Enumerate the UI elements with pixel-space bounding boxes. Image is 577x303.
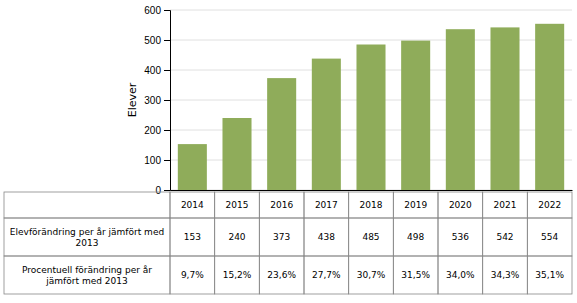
- grid: [170, 10, 572, 190]
- bar: [446, 29, 475, 190]
- bar: [312, 59, 341, 190]
- table-value: 536: [452, 232, 469, 242]
- table-cell: [438, 256, 483, 294]
- table-cell: [304, 192, 349, 218]
- table-value: 240: [228, 232, 245, 242]
- y-tick-label: 600: [144, 5, 161, 16]
- table-cell: [170, 218, 215, 256]
- y-tick: 200: [144, 125, 170, 136]
- table-cell: [259, 256, 304, 294]
- table-cell: [4, 192, 170, 218]
- table-cell: [483, 192, 528, 218]
- table-cell: [527, 218, 572, 256]
- table-cell: [215, 192, 260, 218]
- table-header: 2021: [494, 200, 517, 210]
- y-tick: 300: [144, 95, 170, 106]
- table-cell: [259, 218, 304, 256]
- table-cell: [215, 256, 260, 294]
- table-header: 2022: [538, 200, 561, 210]
- table-cell: [170, 256, 215, 294]
- table-value: 485: [362, 232, 379, 242]
- x-axis-line: [171, 190, 573, 191]
- bar: [490, 27, 519, 190]
- table-header: 2018: [360, 200, 383, 210]
- table-cell: [170, 192, 215, 218]
- bars: [178, 24, 564, 190]
- chart: 0100200300400500600Elever201420152016201…: [0, 0, 577, 303]
- table-cell: [349, 218, 394, 256]
- table-value: 35,1%: [535, 270, 564, 280]
- table-cell: [483, 218, 528, 256]
- bar: [267, 78, 296, 190]
- y-tick-mark: [164, 10, 170, 11]
- table-header: 2015: [226, 200, 249, 210]
- table-header: 2017: [315, 200, 338, 210]
- y-tick-label: 200: [144, 125, 161, 136]
- table-value: 373: [273, 232, 290, 242]
- table-header: 2016: [270, 200, 293, 210]
- table-value: 498: [407, 232, 424, 242]
- bar: [401, 41, 430, 190]
- y-tick-label: 500: [144, 35, 161, 46]
- y-axis: 0 100 200 300 400 500 600: [144, 5, 170, 196]
- y-axis-line: [164, 11, 171, 191]
- table-value: 153: [184, 232, 201, 242]
- grid-line: [170, 10, 572, 11]
- y-tick: 100: [144, 155, 170, 166]
- y-tick-label: 100: [144, 155, 161, 166]
- table-cell: [4, 256, 170, 294]
- y-axis-title: Elever: [126, 82, 139, 117]
- table-value: 554: [541, 232, 558, 242]
- table-header: 2014: [181, 200, 204, 210]
- table-cell: [483, 256, 528, 294]
- y-tick-mark: [164, 70, 170, 71]
- y-tick-mark: [164, 130, 170, 131]
- table-cell: [438, 192, 483, 218]
- table-value: 31,5%: [401, 270, 430, 280]
- y-tick-mark: [164, 40, 170, 41]
- table-cell: [349, 256, 394, 294]
- table-cell: [438, 218, 483, 256]
- x-axis: [171, 190, 573, 191]
- table-cell: [215, 218, 260, 256]
- y-tick: 600: [144, 5, 170, 16]
- bar: [356, 45, 385, 191]
- y-tick-label: 400: [144, 65, 161, 76]
- y-tick: 0: [155, 185, 170, 196]
- table-value: 30,7%: [357, 270, 386, 280]
- table-cell: [393, 218, 438, 256]
- table-row-label: Elevförändring per år jämfört med2013: [10, 227, 164, 248]
- bar: [178, 144, 207, 190]
- table-value: 9,7%: [181, 270, 204, 280]
- table-header: 2019: [404, 200, 427, 210]
- bar: [535, 24, 564, 190]
- table: 2014 2015 2016 2017 2018 2019 2020 2021 2022 Elev…: [4, 192, 572, 294]
- y-tick-mark: [164, 100, 170, 101]
- table-cell: [349, 192, 394, 218]
- table-cell: [304, 218, 349, 256]
- table-cell: [4, 218, 170, 256]
- table-cell: [527, 256, 572, 294]
- table-cell: [527, 192, 572, 218]
- table-cell: [259, 192, 304, 218]
- y-tick-mark: [164, 160, 170, 161]
- table-value: 27,7%: [312, 270, 341, 280]
- table-value: 15,2%: [223, 270, 252, 280]
- table-row-label: Procentuell förändring per årjämfört med…: [22, 265, 152, 286]
- table-cell: [393, 192, 438, 218]
- table-header: 2020: [449, 200, 472, 210]
- y-tick: 500: [144, 35, 170, 46]
- table-cell: [393, 256, 438, 294]
- table-value: 34,0%: [446, 270, 475, 280]
- table-value: 438: [318, 232, 335, 242]
- y-tick-label: 0: [155, 185, 161, 196]
- y-tick-mark: [164, 190, 170, 191]
- table-value: 542: [496, 232, 513, 242]
- y-tick: 400: [144, 65, 170, 76]
- table-cell: [304, 256, 349, 294]
- bar: [222, 118, 251, 190]
- table-value: 23,6%: [267, 270, 296, 280]
- table-value: 34,3%: [491, 270, 520, 280]
- y-tick-label: 300: [144, 95, 161, 106]
